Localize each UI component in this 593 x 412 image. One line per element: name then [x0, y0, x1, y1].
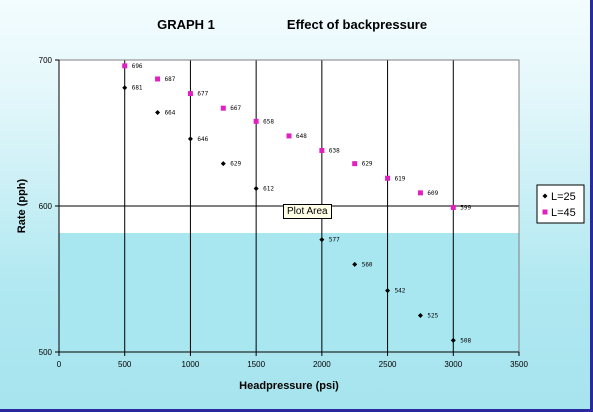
data-point-l25 — [122, 85, 128, 91]
data-label: 681 — [132, 85, 143, 92]
x-tick-label: 2500 — [379, 360, 397, 369]
data-label: 629 — [230, 161, 241, 168]
data-label: 646 — [197, 136, 208, 143]
x-tick-label: 3500 — [510, 360, 528, 369]
x-tick-label: 1500 — [247, 360, 265, 369]
data-point-l45 — [450, 204, 456, 210]
data-point-l25 — [450, 337, 456, 343]
data-point-l25 — [352, 261, 358, 267]
chart-title: GRAPH 1 — [157, 17, 215, 32]
plot-area-band — [59, 233, 519, 352]
x-tick-label: 1000 — [182, 360, 200, 369]
x-tick-label: 500 — [118, 360, 132, 369]
data-point-l45 — [155, 76, 161, 82]
y-tick-label: 500 — [39, 348, 53, 357]
data-point-l25 — [220, 161, 226, 167]
data-label: 525 — [427, 313, 438, 320]
data-point-l45 — [319, 148, 325, 154]
data-point-l25 — [155, 110, 161, 116]
x-tick-label: 0 — [57, 360, 62, 369]
data-point-l45 — [253, 118, 259, 124]
data-label: 609 — [427, 190, 438, 197]
data-point-l45 — [286, 133, 292, 139]
legend-label: L=45 — [551, 207, 576, 219]
data-point-l45 — [385, 175, 391, 181]
data-label: 629 — [362, 161, 373, 168]
y-axis-title: Rate (pph) — [16, 178, 28, 233]
data-label: 658 — [263, 118, 274, 125]
plot-area-tooltip: Plot Area — [283, 204, 332, 219]
data-label: 508 — [460, 337, 471, 344]
data-point-l25 — [319, 237, 325, 243]
data-point-l25 — [417, 313, 423, 318]
legend-marker-l25 — [542, 193, 548, 199]
data-label: 619 — [395, 175, 406, 182]
y-tick-label: 600 — [39, 202, 53, 211]
legend-label: L=25 — [551, 191, 576, 203]
legend-box — [536, 184, 585, 224]
data-point-l25 — [385, 288, 391, 294]
x-tick-label: 2000 — [313, 360, 331, 369]
y-tick-label: 700 — [39, 56, 53, 65]
data-label: 599 — [460, 204, 471, 211]
chart-subtitle: Effect of backpressure — [287, 17, 427, 32]
data-label: 648 — [296, 133, 307, 140]
data-label: 677 — [197, 91, 208, 98]
data-label: 560 — [362, 261, 373, 268]
data-point-l45 — [352, 161, 358, 167]
data-point-l45 — [187, 91, 193, 97]
x-axis-title: Headpressure (psi) — [239, 380, 339, 392]
data-label: 696 — [132, 63, 143, 70]
data-point-l25 — [187, 136, 193, 142]
data-point-l45 — [122, 63, 128, 69]
data-label: 664 — [165, 110, 176, 117]
data-point-l25 — [253, 185, 259, 191]
data-point-l45 — [417, 190, 423, 196]
data-label: 687 — [165, 76, 176, 83]
data-label: 638 — [329, 148, 340, 155]
data-label: 577 — [329, 237, 340, 244]
data-point-l45 — [220, 105, 226, 111]
data-label: 612 — [263, 185, 274, 192]
x-tick-label: 3000 — [444, 360, 462, 369]
data-label: 542 — [395, 288, 406, 295]
legend-marker-l45 — [542, 209, 548, 215]
data-label: 667 — [230, 105, 241, 112]
